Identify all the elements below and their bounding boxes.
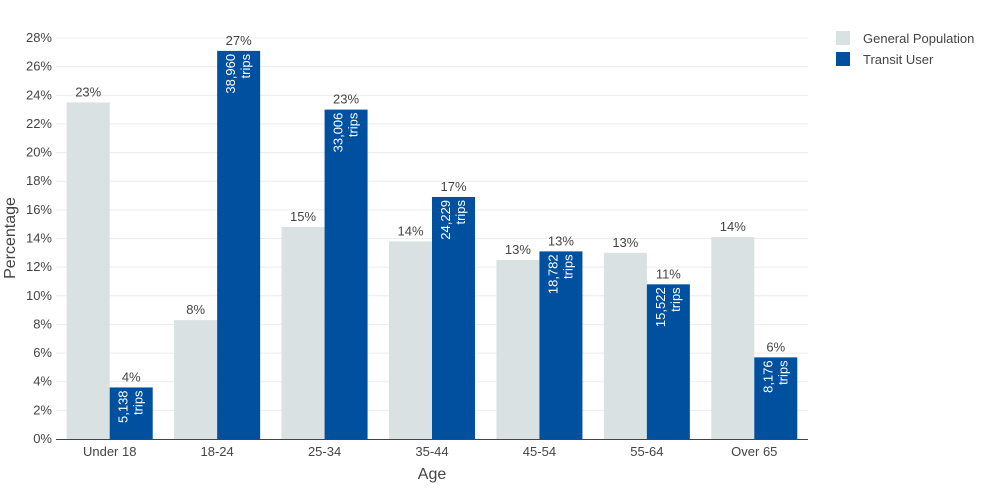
bar	[66, 102, 110, 440]
inner-label: trips	[775, 360, 790, 385]
y-tick-label: 28%	[26, 30, 52, 45]
bar	[754, 357, 798, 439]
x-tick-label: Over 65	[731, 444, 777, 459]
bar	[539, 251, 583, 439]
data-label: 14%	[720, 219, 746, 234]
data-label: 15%	[290, 209, 316, 224]
inner-label: trips	[238, 53, 253, 78]
x-tick-label: 35-44	[415, 444, 448, 459]
inner-label: 8,176	[760, 360, 775, 393]
data-label: 23%	[333, 92, 359, 107]
bar	[217, 50, 261, 440]
inner-label-group: 33,006 trips	[331, 112, 361, 152]
x-tick-label: 55-64	[630, 444, 663, 459]
bar	[432, 196, 475, 439]
legend-swatch	[836, 52, 850, 66]
data-label: 11%	[656, 266, 681, 281]
inner-label-group: 18,782 trips	[545, 254, 575, 294]
bar	[109, 387, 153, 439]
y-tick-label: 0%	[33, 431, 52, 446]
bars	[66, 50, 798, 440]
legend: General Population Transit User	[836, 31, 974, 67]
bar	[496, 259, 540, 439]
inner-label: trips	[560, 254, 575, 279]
data-label: 17%	[440, 179, 466, 194]
x-axis-title: Age	[418, 466, 447, 483]
y-axis-title: Percentage	[2, 197, 19, 279]
inner-label: trips	[346, 112, 361, 137]
inner-label: 18,782	[545, 254, 560, 294]
inner-label: trips	[668, 287, 683, 312]
x-tick-label: Under 18	[83, 444, 136, 459]
bar	[389, 241, 432, 439]
inner-label-group: 15,522 trips	[653, 287, 683, 327]
x-tick-label: 45-54	[523, 444, 556, 459]
inner-label-group: 8,176 trips	[760, 360, 790, 393]
x-tick-label: 25-34	[308, 444, 341, 459]
data-label: 14%	[397, 223, 423, 238]
legend-swatch	[836, 31, 850, 45]
inner-label: 15,522	[653, 287, 668, 327]
y-tick-label: 16%	[26, 202, 52, 217]
y-tick-label: 4%	[33, 374, 52, 389]
inner-label-group: 38,960 trips	[223, 53, 253, 93]
inner-label: 5,138	[116, 390, 131, 423]
y-tick-label: 20%	[26, 145, 52, 160]
bar	[603, 252, 647, 439]
inner-label: trips	[453, 199, 468, 224]
data-label: 27%	[226, 33, 252, 48]
y-tick-label: 10%	[26, 288, 52, 303]
y-tick-label: 26%	[26, 59, 52, 74]
data-label: 13%	[505, 242, 531, 257]
inner-label: 38,960	[223, 54, 238, 94]
data-label: 13%	[548, 233, 574, 248]
axes: 0% 2% 4% 6% 8% 10% 12% 14% 16% 18% 20% 22% 24% 26% 28%…	[26, 30, 808, 459]
data-label: 8%	[186, 302, 205, 317]
inner-label-group: 5,138 trips	[116, 390, 146, 423]
y-tick-label: 8%	[33, 316, 52, 331]
bar	[174, 320, 218, 439]
inner-label: trips	[131, 390, 146, 415]
y-tick-label: 22%	[26, 116, 52, 131]
y-tick-label: 24%	[26, 87, 52, 102]
y-tick-label: 2%	[33, 402, 52, 417]
inner-label: 24,229	[438, 200, 453, 240]
bar	[646, 284, 690, 439]
data-label: 23%	[75, 84, 101, 99]
bar	[711, 237, 755, 439]
x-tick-label: 18-24	[201, 444, 234, 459]
y-tick-label: 12%	[26, 259, 52, 274]
legend-label: Transit User	[863, 52, 934, 67]
y-tick-label: 18%	[26, 173, 52, 188]
y-tick-label: 6%	[33, 345, 52, 360]
inner-label: 33,006	[331, 113, 346, 153]
data-label: 4%	[122, 369, 141, 384]
legend-label: General Population	[863, 31, 974, 46]
data-label: 6%	[766, 339, 785, 354]
bar	[281, 227, 325, 439]
inner-label-group: 24,229 trips	[438, 199, 468, 239]
data-label: 13%	[612, 235, 638, 250]
bar	[324, 109, 368, 439]
y-tick-label: 14%	[26, 231, 52, 246]
